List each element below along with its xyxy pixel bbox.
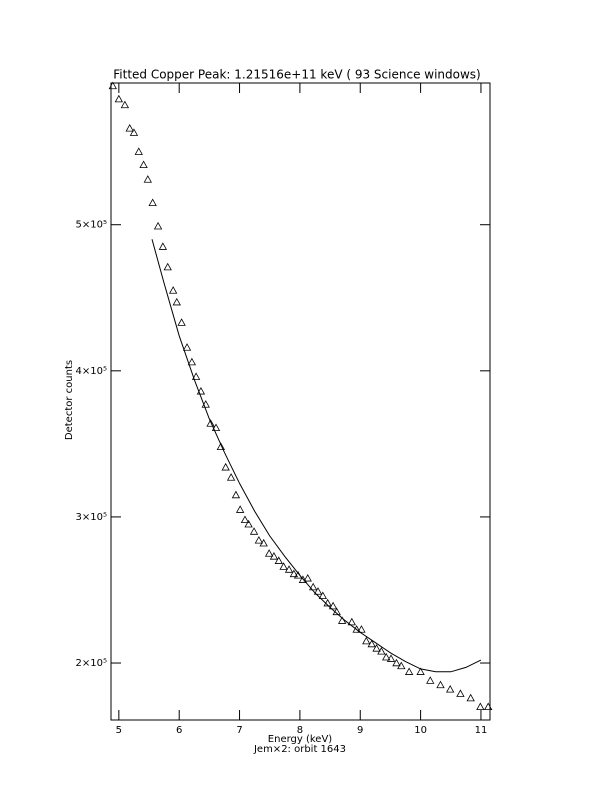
data-point: [264, 549, 274, 557]
data-point: [134, 147, 143, 155]
data-point: [177, 318, 186, 326]
data-point: [404, 667, 414, 675]
x-tick-label: 5: [116, 725, 122, 736]
data-point: [397, 661, 406, 670]
data-point: [120, 100, 130, 109]
data-point: [347, 617, 356, 626]
data-point: [318, 591, 328, 600]
data-point: [337, 616, 347, 624]
data-point: [168, 286, 178, 294]
data-point: [114, 94, 124, 103]
data-point: [386, 654, 396, 662]
data-point: [357, 625, 366, 633]
data-point: [416, 667, 425, 675]
data-point: [172, 297, 181, 306]
data-point: [289, 569, 299, 578]
x-tick-label: 9: [357, 725, 363, 736]
data-point: [456, 689, 465, 697]
y-axis-label: Detector counts: [64, 360, 75, 440]
y-tick-label: 5×10⁵: [76, 220, 107, 231]
data-point: [226, 473, 236, 481]
data-point: [436, 680, 445, 689]
data-point: [231, 490, 241, 499]
data-point: [313, 587, 323, 595]
data-point: [206, 419, 215, 427]
data-point: [158, 242, 168, 250]
data-point: [139, 160, 148, 169]
data-point: [125, 123, 134, 132]
data-point: [143, 175, 152, 183]
data-point: [284, 565, 294, 573]
data-point: [187, 357, 197, 366]
data-point: [274, 556, 283, 564]
data-point: [259, 538, 268, 547]
data-point: [216, 442, 226, 450]
data-point: [163, 262, 172, 271]
x-tick-label: 8: [297, 725, 303, 736]
data-point: [249, 527, 259, 535]
x-tick-label: 7: [236, 725, 242, 736]
y-tick-label: 3×10⁵: [76, 512, 107, 523]
plot-frame: [110, 82, 491, 721]
data-point: [244, 519, 253, 528]
fit-line: [151, 239, 482, 673]
data-point: [484, 702, 493, 711]
data-point: [303, 573, 312, 582]
data-point: [352, 625, 361, 633]
data-point: [148, 198, 157, 207]
data-point: [240, 515, 250, 524]
data-point: [269, 552, 279, 560]
data-point: [367, 639, 376, 648]
data-point: [426, 676, 435, 684]
y-tick-label: 2×10⁵: [76, 658, 107, 669]
data-point: [466, 693, 475, 702]
data-point: [108, 81, 117, 90]
data-point: [308, 582, 318, 591]
x-tick-label: 11: [475, 725, 488, 736]
data-point: [235, 505, 245, 513]
y-tick-label: 4×10⁵: [76, 366, 107, 377]
data-point: [377, 647, 386, 655]
data-point: [328, 601, 338, 610]
data-point: [279, 562, 288, 570]
data-point: [211, 423, 221, 431]
x-tick-label: 10: [414, 725, 427, 736]
data-point: [476, 702, 485, 711]
data-point: [129, 128, 139, 136]
data-point: [153, 221, 163, 230]
subtitle: Jem×2: orbit 1643: [253, 744, 346, 755]
data-point: [191, 372, 201, 380]
x-tick-label: 6: [176, 725, 182, 736]
data-point: [382, 652, 391, 661]
data-point: [372, 644, 381, 652]
data-point: [221, 462, 230, 471]
data-point: [182, 343, 192, 351]
x-axis-label: Energy (keV): [268, 734, 333, 745]
data-point: [298, 575, 308, 583]
data-point: [254, 535, 264, 544]
data-point: [445, 684, 455, 693]
data-point: [392, 658, 401, 667]
data-point: [362, 636, 371, 645]
chart-title: Fitted Copper Peak: 1.21516e+11 keV ( 93…: [113, 68, 480, 82]
